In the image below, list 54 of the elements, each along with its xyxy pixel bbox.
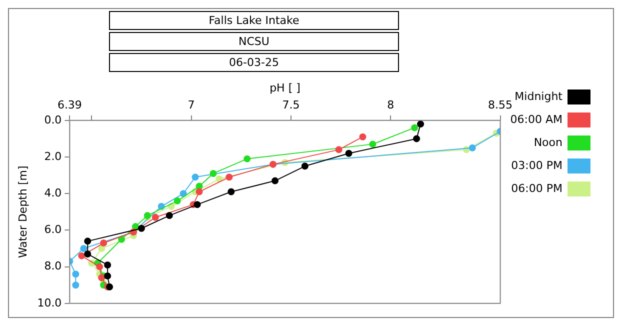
point [192,174,199,181]
point [210,170,217,177]
y-tick-label: 10.0 [37,296,62,310]
point [100,240,108,247]
x-tick-label: 6.39 [57,98,82,112]
point [272,177,279,184]
point [194,201,201,208]
y-tick-label: 8.0 [44,260,62,273]
point [104,261,112,268]
point [244,155,251,162]
point [359,133,366,140]
legend-label: Noon [534,136,563,149]
x-tick-label: 8 [387,98,394,112]
legend-label: 06:00 AM [510,112,562,126]
point [468,144,476,152]
point [228,188,235,196]
point [166,212,173,220]
chart-subtitle: NCSU [109,32,399,51]
y-tick-label: 4.0 [44,186,62,200]
legend-label: 03:00 PM [511,158,562,172]
x-tick-label: 8.55 [488,98,513,112]
text: 06-03-25 [109,53,399,72]
point [118,236,126,243]
x-tick-label: 7 [188,98,195,112]
y-axis-title: Water Depth [m] [16,166,30,258]
point [413,135,420,142]
point [196,188,203,196]
point [80,245,88,252]
point [104,272,112,280]
point [138,224,145,232]
point [345,150,352,157]
x-tick-label: 7.5 [282,98,300,112]
point [335,146,342,154]
point [152,214,159,221]
point [96,263,104,270]
point [417,120,424,128]
point [72,270,80,278]
legend-label: 06:00 PM [511,182,562,195]
point [411,124,418,132]
y-tick-label: 2.0 [44,150,62,163]
point [72,282,80,289]
point [78,252,86,260]
point [226,174,233,181]
point [84,238,92,245]
point [84,250,92,258]
x-axis-title: pH [ ] [270,81,300,94]
point [369,140,376,148]
legend-label: Midnight [514,90,564,103]
chart-title: Falls Lake Intake [109,11,399,30]
y-tick-label: 6.0 [44,223,62,236]
point [301,162,308,170]
y-tick-label: 0.0 [44,113,62,126]
point [98,245,106,252]
point [174,197,181,204]
